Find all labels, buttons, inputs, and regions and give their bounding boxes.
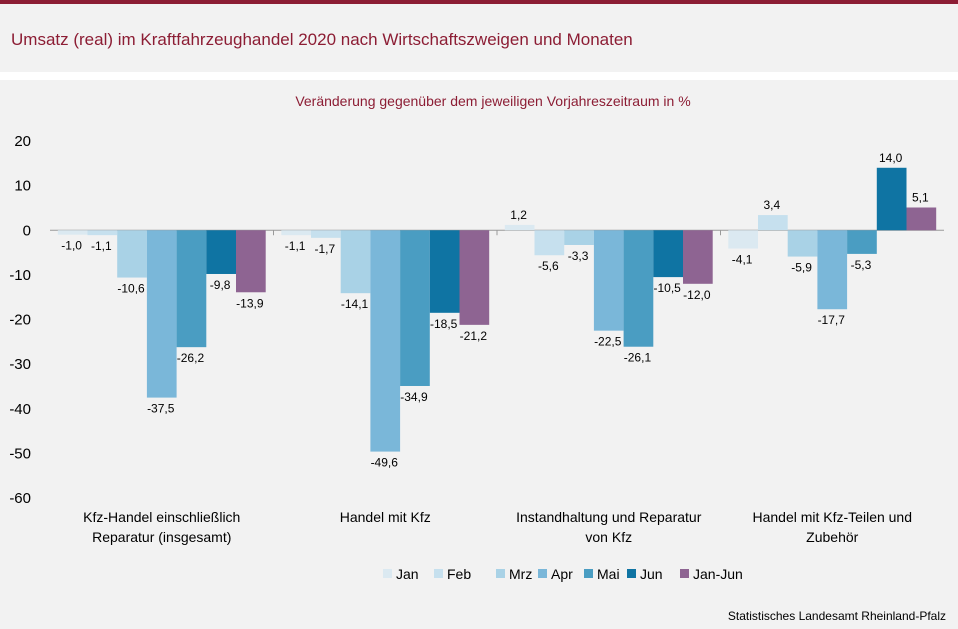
source-note: Statistisches Landesamt Rheinland-Pfalz	[728, 609, 946, 623]
data-label: -34,9	[400, 390, 428, 404]
y-tick-label: 0	[23, 222, 31, 239]
category-label: Handel mit Kfz-Teilen und	[752, 509, 912, 525]
bar-feb	[534, 230, 565, 256]
y-tick-label: -40	[9, 401, 31, 418]
legend-label: Feb	[447, 566, 471, 582]
data-label: -1,7	[315, 242, 336, 256]
data-label: -21,2	[460, 329, 488, 343]
chart-subtitle: Veränderung gegenüber dem jeweiligen Vor…	[295, 93, 690, 109]
divider	[0, 72, 958, 80]
legend-swatch-apr	[538, 569, 547, 578]
y-tick-label: -60	[9, 490, 31, 507]
category-label: Reparatur (insgesamt)	[92, 529, 231, 545]
data-label: -14,1	[341, 297, 369, 311]
bar-jun	[429, 230, 460, 313]
legend-label: Apr	[551, 566, 573, 582]
bar-apr	[817, 230, 848, 310]
legend-label: Mrz	[509, 566, 532, 582]
bar-jan-jun	[236, 230, 266, 293]
bar-feb	[87, 230, 118, 236]
legend-label: Jan-Jun	[693, 566, 743, 582]
data-label: -10,6	[117, 282, 145, 296]
legend-label: Mai	[597, 566, 620, 582]
bar-mai	[400, 230, 430, 386]
bar-mrz	[787, 230, 818, 257]
bar-jan	[728, 230, 758, 249]
data-label: -37,5	[147, 402, 175, 416]
category-label: Zubehör	[806, 529, 858, 545]
data-label: 1,2	[510, 208, 527, 222]
y-tick-label: -50	[9, 445, 31, 462]
legend-label: Jun	[640, 566, 663, 582]
chart-panel: Veränderung gegenüber dem jeweiligen Vor…	[0, 80, 958, 629]
bar-jan-jun	[906, 207, 937, 231]
bar-chart: Veränderung gegenüber dem jeweiligen Vor…	[9, 93, 946, 623]
legend-swatch-feb	[434, 569, 443, 578]
legend-swatch-mai	[584, 569, 593, 578]
data-label: -3,3	[568, 249, 589, 263]
data-label: -1,0	[61, 239, 82, 253]
data-label: -17,7	[818, 313, 846, 327]
bar-jan-jun	[459, 230, 490, 325]
data-label: 5,1	[912, 190, 929, 204]
bar-mrz	[564, 230, 594, 245]
data-label: -12,0	[683, 288, 711, 302]
data-label: -1,1	[285, 239, 306, 253]
bar-feb	[311, 230, 341, 238]
y-tick-label: 20	[14, 133, 31, 150]
bar-apr	[146, 230, 177, 398]
data-label: -1,1	[91, 239, 112, 253]
bar-jun	[876, 167, 907, 231]
data-label: -22,5	[594, 335, 622, 349]
y-tick-label: -30	[9, 356, 31, 373]
bar-mrz	[340, 230, 371, 294]
category-label: Instandhaltung und Reparatur	[516, 509, 702, 525]
y-tick-label: -20	[9, 312, 31, 329]
bar-mai	[847, 230, 877, 254]
data-label: -26,2	[177, 351, 205, 365]
bar-jun	[206, 230, 236, 274]
category-label: Kfz-Handel einschließlich	[83, 509, 240, 525]
category-label: Handel mit Kfz	[340, 509, 431, 525]
top-accent-line	[0, 0, 958, 4]
bar-jun	[653, 230, 683, 278]
data-label: -18,5	[430, 317, 458, 331]
data-label: -49,6	[371, 456, 399, 470]
data-label: -4,1	[732, 253, 753, 267]
legend-label: Jan	[396, 566, 419, 582]
y-tick-label: 10	[14, 178, 31, 195]
category-label: von Kfz	[585, 529, 632, 545]
bar-jan-jun	[683, 230, 713, 284]
bar-apr	[593, 230, 624, 331]
bar-mai	[176, 230, 207, 348]
title-bar: Umsatz (real) im Kraftfahrzeughandel 202…	[0, 4, 958, 72]
data-label: 14,0	[879, 151, 903, 165]
data-label: -10,5	[653, 281, 681, 295]
bar-mrz	[117, 230, 147, 278]
data-label: -5,3	[851, 258, 872, 272]
bar-feb	[758, 215, 788, 231]
legend-swatch-jan-jun	[680, 569, 689, 578]
bar-apr	[370, 230, 401, 452]
data-label: -26,1	[624, 351, 652, 365]
legend-swatch-mrz	[496, 569, 505, 578]
data-label: -5,6	[538, 259, 559, 273]
bar-jan	[57, 230, 88, 235]
data-label: 3,4	[764, 198, 781, 212]
legend-swatch-jan	[383, 569, 392, 578]
y-tick-label: -10	[9, 267, 31, 284]
data-label: -13,9	[236, 296, 264, 310]
data-label: -9,8	[210, 278, 231, 292]
bar-mai	[623, 230, 654, 347]
bar-jan	[504, 224, 535, 231]
data-label: -5,9	[791, 261, 812, 275]
bar-jan	[281, 230, 311, 236]
page-title: Umsatz (real) im Kraftfahrzeughandel 202…	[11, 30, 633, 49]
legend-swatch-jun	[627, 569, 636, 578]
